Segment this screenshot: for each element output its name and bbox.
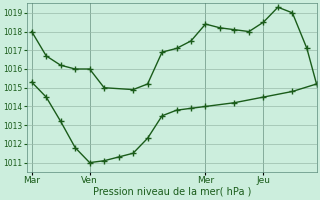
X-axis label: Pression niveau de la mer( hPa ): Pression niveau de la mer( hPa ) — [92, 187, 251, 197]
